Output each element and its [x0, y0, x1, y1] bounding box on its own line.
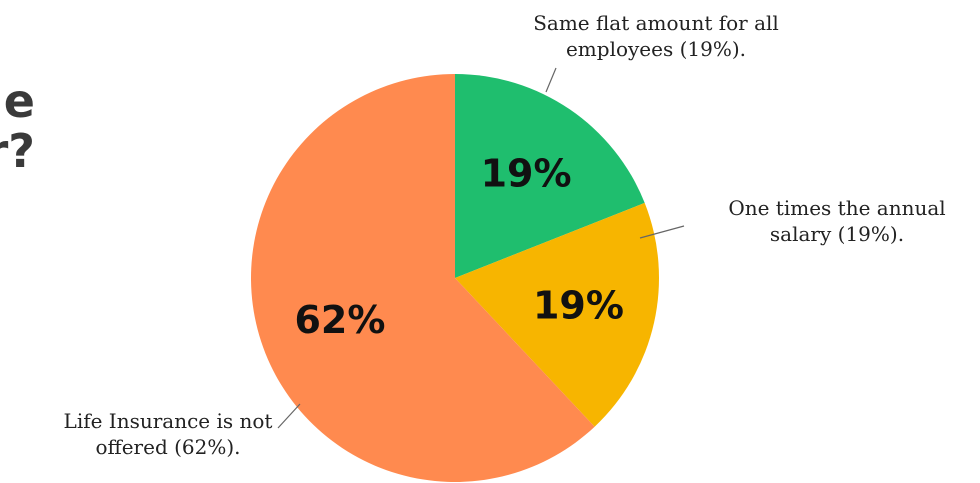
slice-percent-label-2: 19% — [533, 284, 624, 328]
slice-callout-3-line-1: Life Insurance is not — [64, 409, 273, 433]
slice-percent-label-3: 62% — [294, 298, 385, 342]
slice-callout-2-line-1: One times the annual — [728, 196, 945, 220]
chart-title-fragment-1: e — [3, 74, 35, 128]
slice-percent-label-1: 19% — [481, 151, 572, 195]
leader-line-3 — [277, 403, 301, 429]
slice-callouts: Same flat amount for all employees (19%).… — [64, 11, 946, 459]
slice-callout-2-line-2: salary (19%). — [770, 222, 904, 246]
slice-callout-3: Life Insurance is not offered (62%). — [64, 409, 273, 459]
slice-percent-labels: 19% 19% 62% — [294, 151, 623, 341]
pie-slice-3 — [250, 74, 595, 482]
pie-slice-2 — [455, 202, 659, 427]
slice-callout-1-line-1: Same flat amount for all — [533, 11, 779, 35]
slice-callout-1-line-2: employees (19%). — [566, 37, 746, 61]
leader-line-1 — [545, 67, 557, 93]
pie-slice-1 — [455, 74, 645, 278]
leader-lines — [277, 67, 685, 429]
slice-callout-1: Same flat amount for all employees (19%). — [533, 11, 779, 61]
slice-callout-3-line-2: offered (62%). — [95, 435, 240, 459]
pie-slices — [250, 74, 659, 482]
leader-line-2 — [639, 225, 685, 239]
slice-callout-2: One times the annual salary (19%). — [728, 196, 945, 246]
chart-title-fragment-2: r? — [0, 124, 35, 178]
